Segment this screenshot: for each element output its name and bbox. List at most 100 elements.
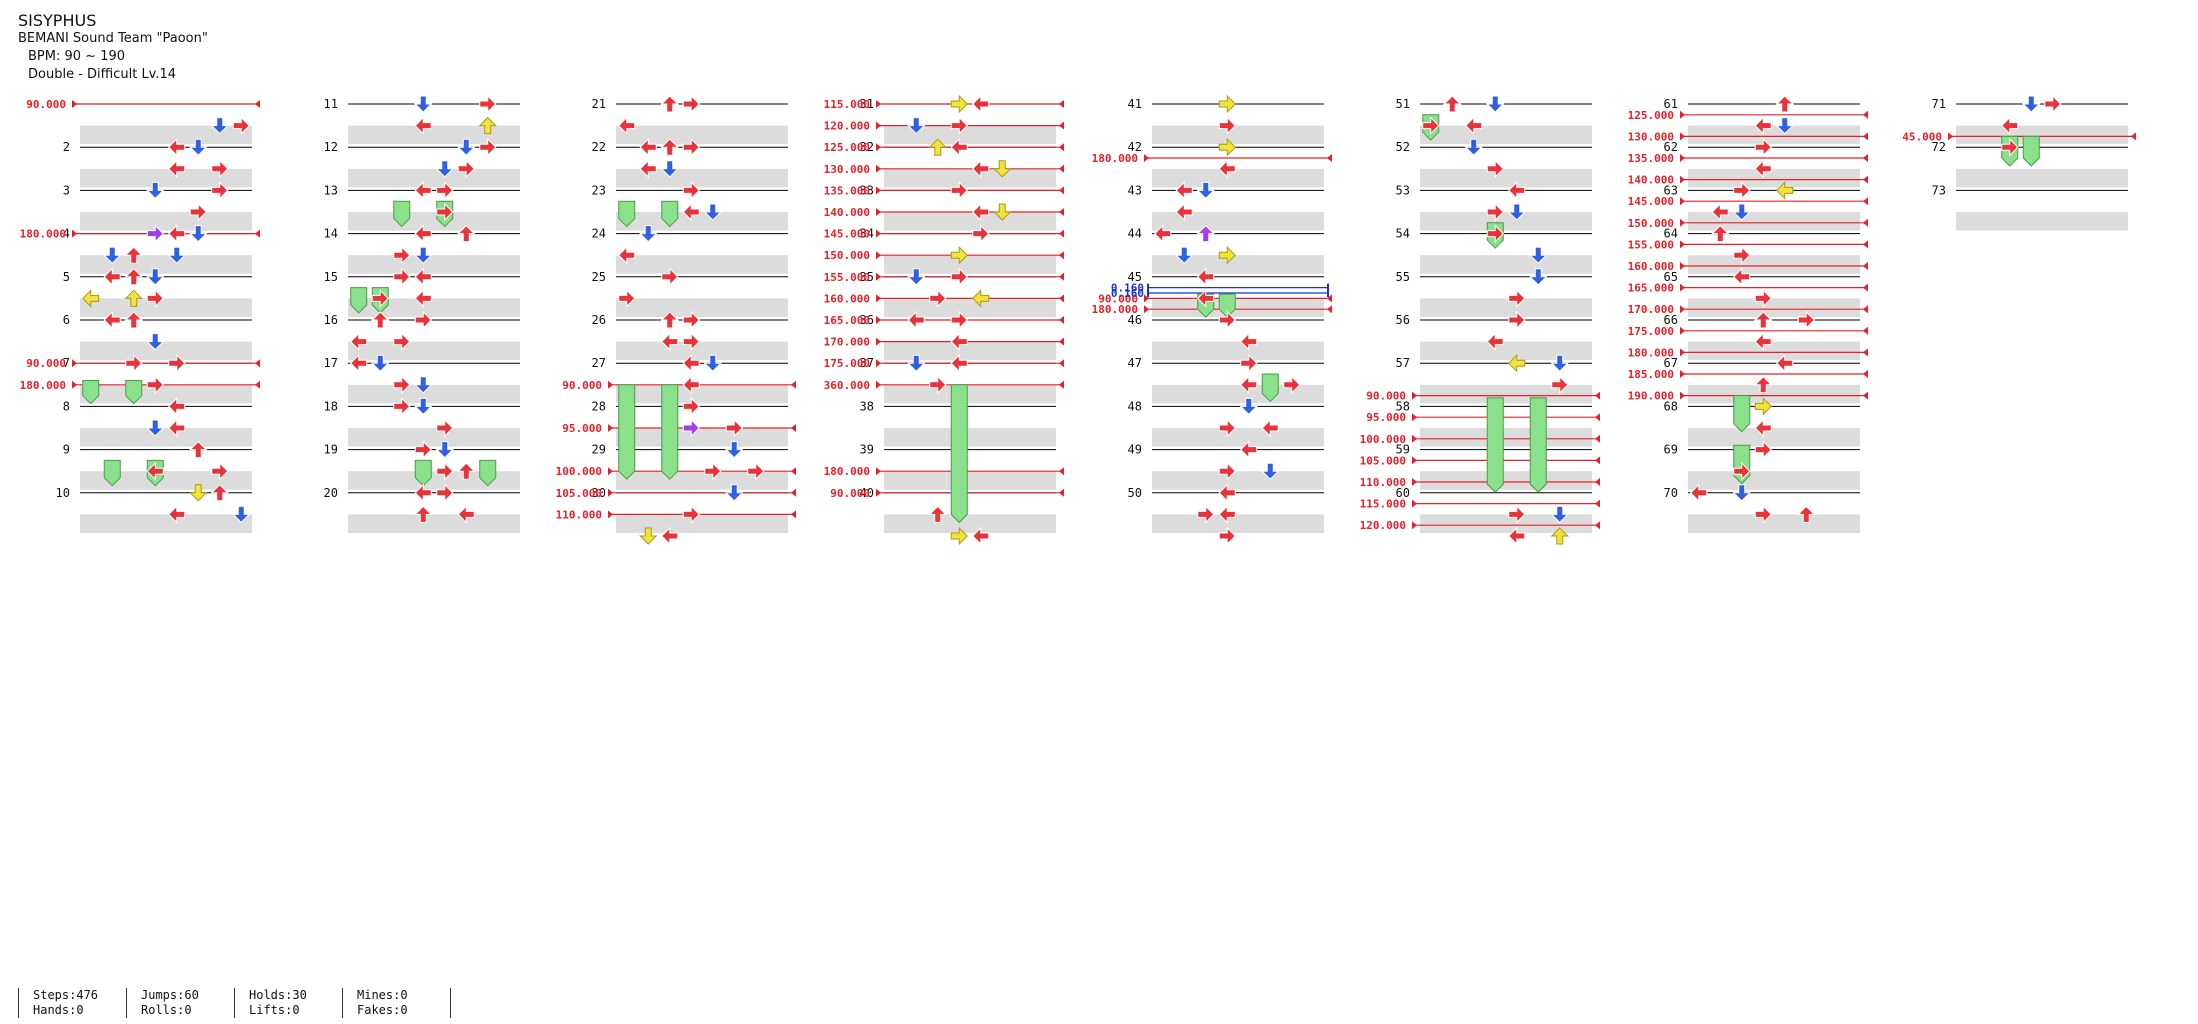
measure-number: 50 <box>1128 486 1142 500</box>
stop-value-label: 0.160 <box>1111 282 1144 295</box>
down-arrow-icon <box>414 376 433 394</box>
bpm-value-label: 180.000 <box>20 228 66 241</box>
bpm-marker <box>791 467 796 476</box>
bpm-marker <box>608 467 613 476</box>
right-arrow-icon <box>393 267 411 287</box>
down-arrow-icon <box>1196 181 1215 200</box>
left-arrow-icon <box>1261 418 1279 438</box>
bpm-marker <box>1863 262 1868 270</box>
left-arrow-icon <box>1240 440 1258 459</box>
right-arrow-icon <box>1754 137 1772 157</box>
bpm-marker <box>1863 154 1868 162</box>
measure-number: 58 <box>1396 399 1410 413</box>
up-arrow-icon <box>660 138 679 156</box>
measure-number: 14 <box>324 227 338 241</box>
beat-band <box>1956 125 2128 145</box>
bpm-value-label: 90.000 <box>1098 292 1138 305</box>
measure-number: 44 <box>1128 227 1142 241</box>
beat-band <box>1420 514 1592 533</box>
bpm-marker <box>1680 326 1685 335</box>
bpm-marker <box>72 100 77 108</box>
bpm-marker <box>1595 413 1600 422</box>
down-arrow-icon <box>1507 203 1526 221</box>
bpm-marker <box>1680 262 1685 270</box>
bpm-marker <box>1059 143 1064 152</box>
hold-body <box>618 384 636 480</box>
bpm-marker <box>1059 229 1064 238</box>
beat-band <box>80 212 252 231</box>
measure-number: 52 <box>1396 140 1410 154</box>
bpm-value-label: 100.000 <box>1360 433 1406 446</box>
bpm-value-label: 175.000 <box>1628 325 1674 338</box>
right-arrow-icon <box>189 202 207 222</box>
down-arrow-icon <box>435 160 454 178</box>
measure-number: 57 <box>1396 356 1410 370</box>
bpm-value-label: 180.000 <box>1092 303 1138 316</box>
diamond-arrow-icon <box>972 289 990 308</box>
bpm-value-label: 185.000 <box>1628 368 1674 381</box>
bpm-marker <box>1680 132 1685 141</box>
bpm-marker <box>1680 348 1685 357</box>
bpm-value-label: 160.000 <box>1628 260 1674 273</box>
down-arrow-icon <box>146 419 165 437</box>
bpm-marker <box>608 488 613 497</box>
bpm-marker <box>1327 294 1332 303</box>
left-arrow-icon <box>661 526 679 546</box>
stats-block: Jumps:60 Rolls:0 <box>126 988 231 1018</box>
left-arrow-icon <box>1218 505 1236 524</box>
down-arrow-icon <box>907 268 926 286</box>
right-arrow-icon <box>211 461 229 481</box>
beat-band <box>348 125 520 145</box>
beat-band <box>348 428 520 447</box>
measure-number: 64 <box>1664 227 1678 241</box>
stats-block: Steps:476 Hands:0 <box>18 988 123 1018</box>
measure-number: 12 <box>324 140 338 154</box>
up-arrow-icon <box>124 268 143 286</box>
beat-band <box>616 212 788 231</box>
beat-band <box>884 125 1056 145</box>
stats-block: Holds:30 Lifts:0 <box>234 988 339 1018</box>
measure-number: 48 <box>1128 399 1142 413</box>
beat-band <box>884 168 1056 188</box>
beat-band <box>80 298 252 317</box>
down-arrow-icon <box>146 333 165 351</box>
bpm-value-label: 120.000 <box>1360 519 1406 532</box>
measure-number: 70 <box>1664 486 1678 500</box>
measure-number: 19 <box>324 443 338 457</box>
measure-number: 45 <box>1128 270 1142 284</box>
left-arrow-icon <box>639 159 657 179</box>
measure-number: 39 <box>860 443 874 457</box>
bpm-value-label: 165.000 <box>1628 282 1674 295</box>
measure-number: 2 <box>63 140 70 154</box>
measure-number: 8 <box>63 399 70 413</box>
song-artist: BEMANI Sound Team "Paoon" <box>18 31 208 46</box>
left-arrow-icon <box>350 353 368 373</box>
down-arrow-icon <box>414 95 433 113</box>
beat-band <box>1688 255 1860 274</box>
bpm-marker <box>1059 380 1064 389</box>
measure-number: 37 <box>860 356 874 370</box>
down-arrow-icon <box>457 138 476 156</box>
left-arrow-icon <box>1754 332 1772 351</box>
right-arrow-icon <box>1218 461 1236 481</box>
left-arrow-icon <box>1508 181 1526 200</box>
bpm-marker <box>1680 175 1685 184</box>
left-arrow-icon <box>146 461 164 481</box>
measure-number: 23 <box>592 183 606 197</box>
measure-number: 55 <box>1396 270 1410 284</box>
bpm-marker <box>72 359 77 368</box>
song-title: SISYPHUS <box>18 11 97 30</box>
stat-lifts: Lifts:0 <box>249 1003 300 1017</box>
bpm-value-label: 170.000 <box>824 336 870 349</box>
measure-number: 11 <box>324 97 338 111</box>
left-arrow-icon <box>414 267 432 287</box>
bpm-value-label: 110.000 <box>1360 476 1406 489</box>
measure-number: 17 <box>324 356 338 370</box>
bpm-marker <box>1680 370 1685 378</box>
bpm-value-label: 110.000 <box>556 508 602 521</box>
measure-number: 29 <box>592 443 606 457</box>
beat-band <box>616 384 788 404</box>
bpm-marker <box>608 424 613 432</box>
bpm-marker <box>1680 305 1685 314</box>
purple-arrow-icon <box>1196 224 1215 243</box>
